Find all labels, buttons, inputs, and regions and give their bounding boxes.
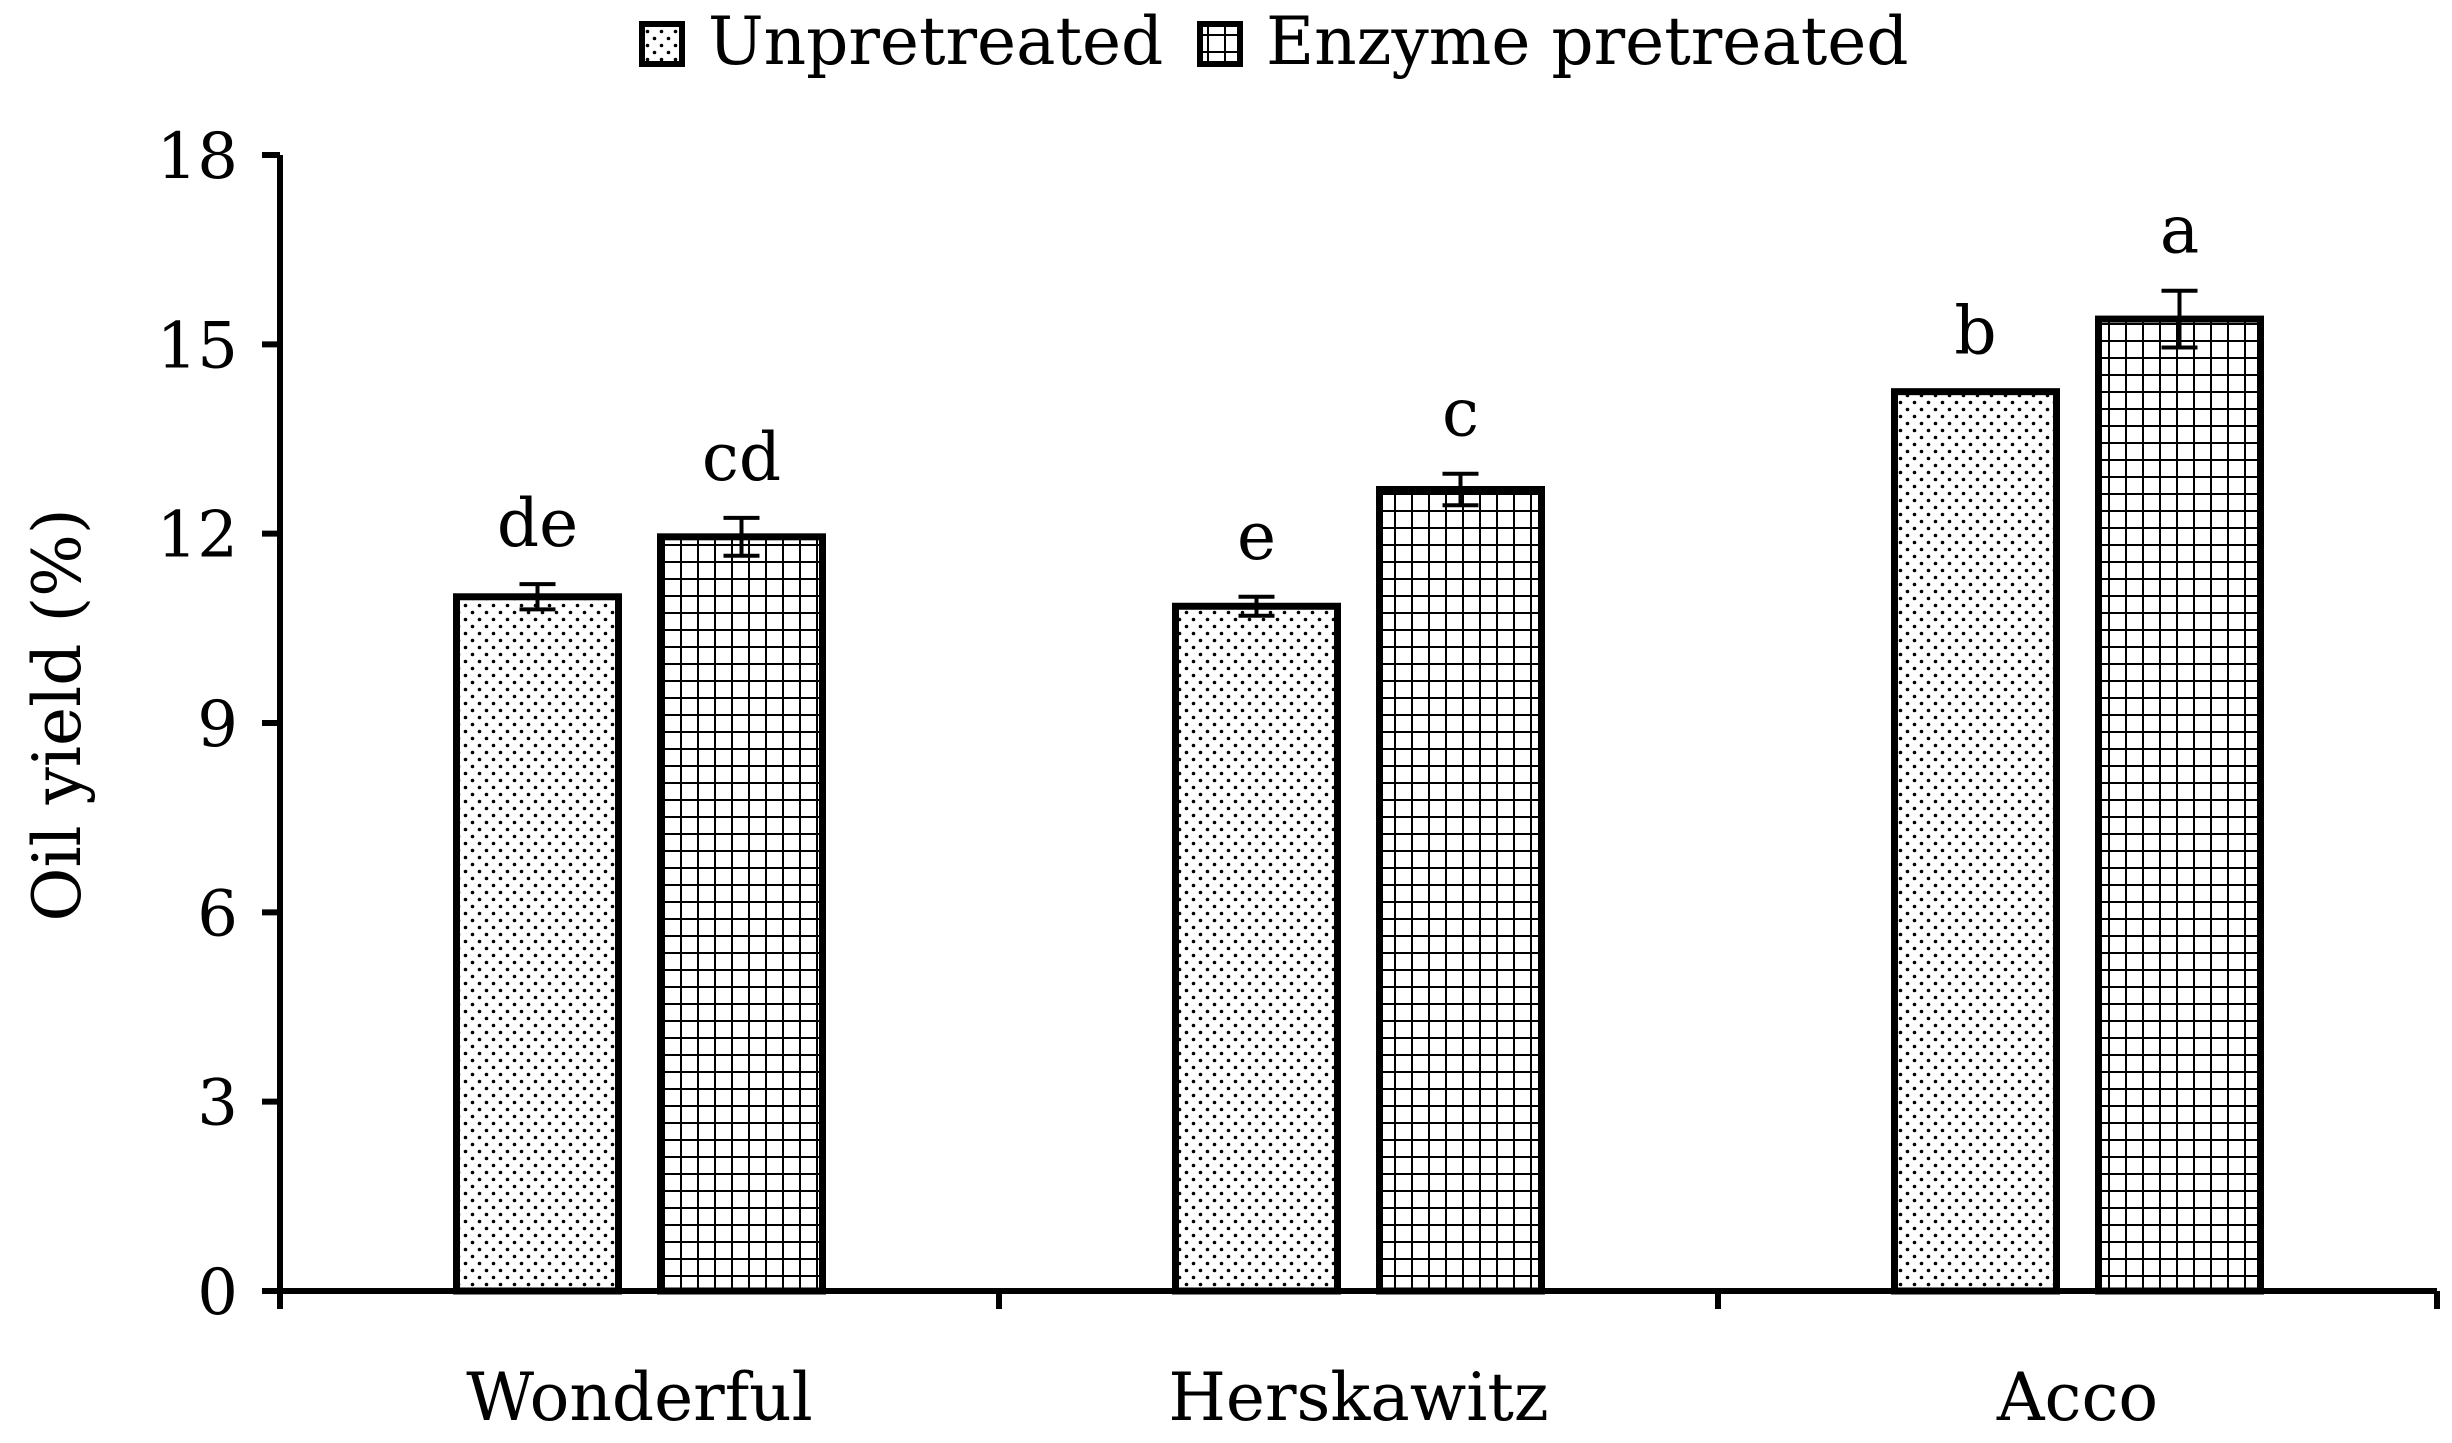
y-tick-label: 15 bbox=[157, 309, 238, 383]
bars bbox=[453, 288, 2264, 1295]
bar bbox=[2095, 315, 2264, 1295]
bar bbox=[657, 533, 826, 1295]
labels: de cd e c b a bbox=[497, 192, 2199, 575]
legend-label-enzyme-pretreated: Enzyme pretreated bbox=[1266, 3, 1909, 80]
bar bbox=[1376, 485, 1545, 1295]
y-tick-label: 3 bbox=[197, 1067, 238, 1141]
legend-item-unpretreated: Unpretreated bbox=[639, 3, 1163, 80]
significance-label: cd bbox=[702, 419, 781, 496]
y-tick-label: 6 bbox=[197, 877, 238, 951]
significance-label: de bbox=[497, 485, 578, 562]
bar bbox=[1172, 602, 1341, 1295]
x-category-label: Herskawitz bbox=[1168, 1359, 1548, 1436]
legend-swatch-unpretreated bbox=[639, 21, 685, 67]
legend-item-enzyme-pretreated: Enzyme pretreated bbox=[1197, 3, 1909, 80]
bar bbox=[1891, 388, 2060, 1295]
y-axis-title: Oil yield (%) bbox=[19, 508, 96, 921]
x-category-label: Wonderful bbox=[466, 1359, 813, 1436]
legend: Unpretreated Enzyme pretreated bbox=[639, 3, 1909, 80]
x-ticks: Wonderful Herskawitz Acco bbox=[277, 1291, 2440, 1436]
significance-label: b bbox=[1954, 293, 1996, 370]
significance-label: a bbox=[2160, 192, 2199, 269]
y-tick-label: 18 bbox=[157, 120, 238, 194]
bar bbox=[453, 593, 622, 1295]
y-tick-label: 0 bbox=[197, 1256, 238, 1330]
x-category-label: Acco bbox=[1996, 1359, 2158, 1436]
legend-swatch-enzyme-pretreated bbox=[1197, 21, 1243, 67]
y-ticks: 0 3 6 9 12 15 18 bbox=[157, 120, 280, 1330]
y-tick-label: 12 bbox=[157, 499, 238, 573]
y-tick-label: 9 bbox=[197, 688, 238, 762]
legend-label-unpretreated: Unpretreated bbox=[708, 3, 1163, 80]
significance-label: e bbox=[1237, 498, 1276, 575]
significance-label: c bbox=[1442, 375, 1479, 452]
